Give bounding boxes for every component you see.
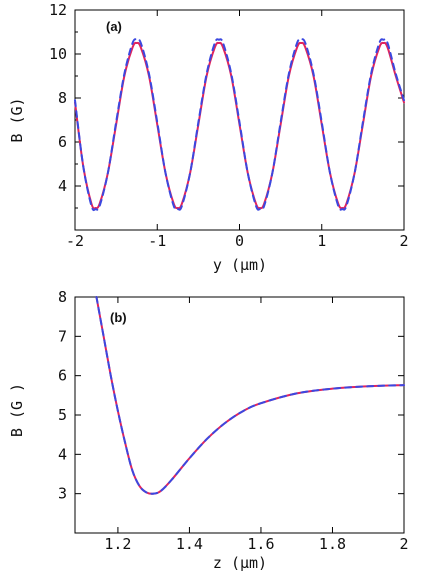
- panel-b-x-axis-title: z (μm): [213, 554, 267, 572]
- x-tick-label: 1.2: [104, 535, 131, 553]
- y-tick-label: 5: [58, 406, 67, 424]
- y-tick-label: 12: [49, 1, 67, 19]
- y-tick-label: 10: [49, 45, 67, 63]
- panel-b-x-tick-labels: 1.2 1.4 1.6 1.8 2: [104, 535, 408, 553]
- panel-a-ticks: [74, 9, 405, 230]
- x-tick-label: 1.6: [247, 535, 274, 553]
- y-tick-label: 4: [58, 177, 67, 195]
- y-tick-label: 3: [58, 485, 67, 503]
- x-tick-label: 2: [399, 232, 408, 250]
- panel-b-y-axis-title: B (G ): [8, 383, 26, 437]
- dashed-series-line: [95, 296, 405, 495]
- x-tick-label: -1: [148, 232, 166, 250]
- panel-b-y-tick-labels: 3 4 5 6 7 8: [58, 288, 67, 503]
- panel-b-ticks: [75, 296, 405, 533]
- y-tick-label: 6: [58, 133, 67, 151]
- x-tick-label: 0: [235, 232, 244, 250]
- panel-a-x-axis-title: y (μm): [213, 256, 267, 274]
- panel-b-label: (b): [110, 310, 127, 325]
- panel-a-x-tick-labels: -2 -1 0 1 2: [66, 232, 409, 250]
- x-tick-label: -2: [66, 232, 84, 250]
- y-tick-label: 8: [58, 89, 67, 107]
- panel-a-label: (a): [106, 19, 122, 34]
- y-tick-label: 8: [58, 288, 67, 306]
- panel-a-y-tick-labels: 4 6 8 10 12: [49, 1, 67, 195]
- panel-b-frame: [74, 296, 405, 534]
- dashed-series-line: [74, 38, 405, 212]
- solid-series-line: [95, 296, 405, 495]
- panel-a-series: [74, 38, 405, 212]
- panel-b-series: [95, 296, 405, 495]
- y-tick-label: 6: [58, 367, 67, 385]
- y-tick-label: 4: [58, 445, 67, 463]
- x-tick-label: 1: [317, 232, 326, 250]
- x-tick-label: 2: [399, 535, 408, 553]
- panel-a-y-axis-title: B (G): [8, 97, 26, 142]
- y-tick-label: 7: [58, 327, 67, 345]
- x-tick-label: 1.8: [319, 535, 346, 553]
- x-tick-label: 1.4: [176, 535, 203, 553]
- panel-b: 1.2 1.4 1.6 1.8 2 3 4 5 6 7 8 (b) z (μm) B (G ): [8, 288, 409, 572]
